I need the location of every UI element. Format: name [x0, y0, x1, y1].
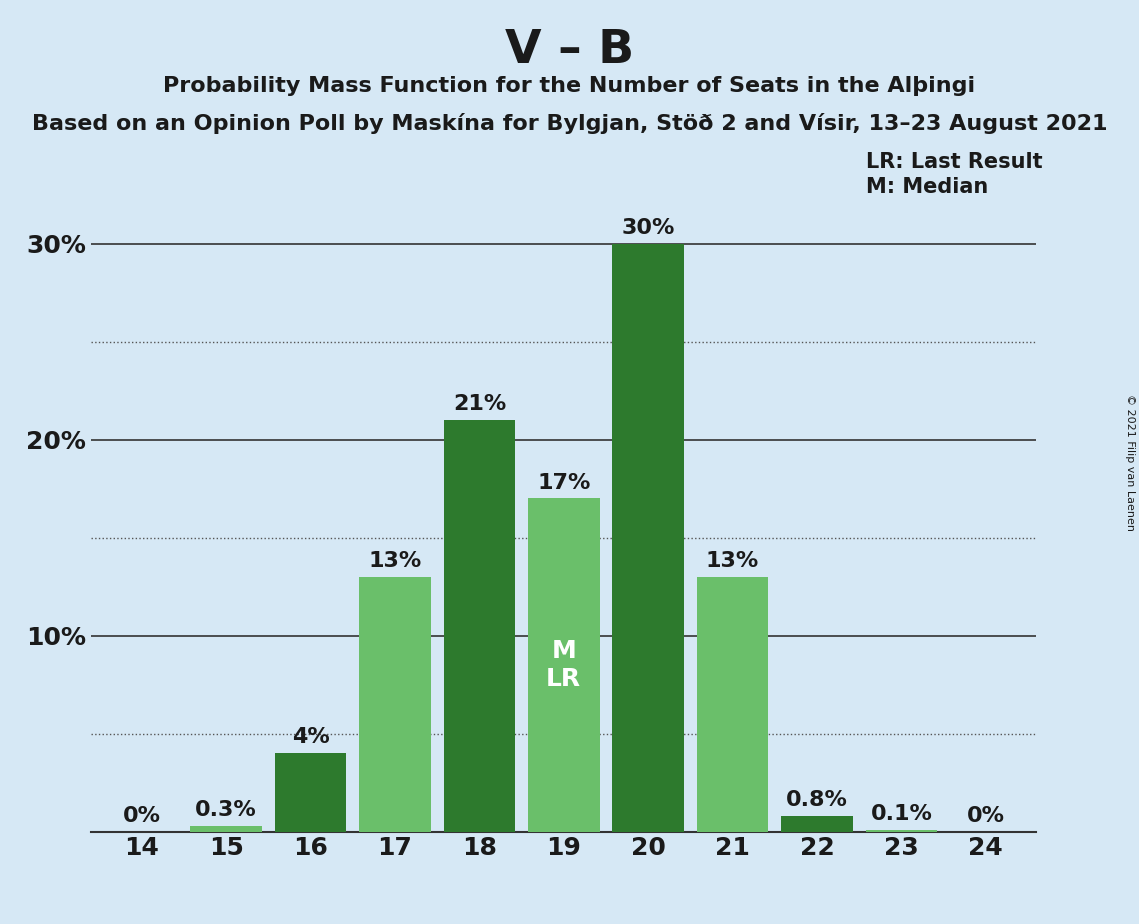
Text: 13%: 13%	[706, 551, 760, 571]
Bar	[781, 816, 853, 832]
Text: M
LR: M LR	[547, 639, 581, 691]
Text: © 2021 Filip van Laenen: © 2021 Filip van Laenen	[1125, 394, 1134, 530]
Bar	[697, 577, 769, 832]
Bar	[866, 830, 937, 832]
Text: 0%: 0%	[123, 806, 161, 826]
Bar	[274, 753, 346, 832]
Text: 0.3%: 0.3%	[195, 800, 257, 820]
Bar	[613, 244, 685, 832]
Text: 0%: 0%	[967, 806, 1005, 826]
Text: 21%: 21%	[453, 395, 506, 414]
Text: 0.1%: 0.1%	[870, 804, 933, 824]
Text: 30%: 30%	[622, 218, 675, 237]
Text: 4%: 4%	[292, 727, 329, 748]
Text: Based on an Opinion Poll by Maskína for Bylgjan, Stöð 2 and Vísir, 13–23 August : Based on an Opinion Poll by Maskína for …	[32, 113, 1107, 134]
Bar	[528, 498, 599, 832]
Text: LR: Last Result: LR: Last Result	[866, 152, 1042, 173]
Text: V – B: V – B	[505, 28, 634, 73]
Text: 0.8%: 0.8%	[786, 790, 847, 810]
Text: 17%: 17%	[538, 472, 590, 492]
Bar	[190, 826, 262, 832]
Bar	[359, 577, 431, 832]
Text: 13%: 13%	[368, 551, 421, 571]
Text: M: Median: M: Median	[866, 177, 988, 198]
Text: Probability Mass Function for the Number of Seats in the Alþingi: Probability Mass Function for the Number…	[163, 76, 976, 96]
Bar	[443, 420, 515, 832]
